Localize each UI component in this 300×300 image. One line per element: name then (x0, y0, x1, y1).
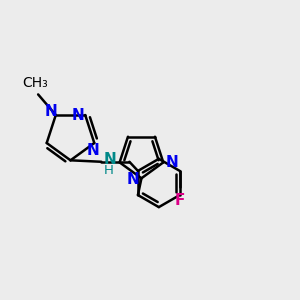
Text: N: N (165, 155, 178, 170)
Text: F: F (175, 193, 185, 208)
Text: N: N (86, 143, 99, 158)
Text: N: N (104, 152, 116, 167)
Text: N: N (127, 172, 140, 187)
Text: N: N (45, 104, 58, 119)
Text: H: H (104, 164, 114, 176)
Text: CH₃: CH₃ (22, 76, 48, 90)
Text: N: N (71, 107, 84, 122)
